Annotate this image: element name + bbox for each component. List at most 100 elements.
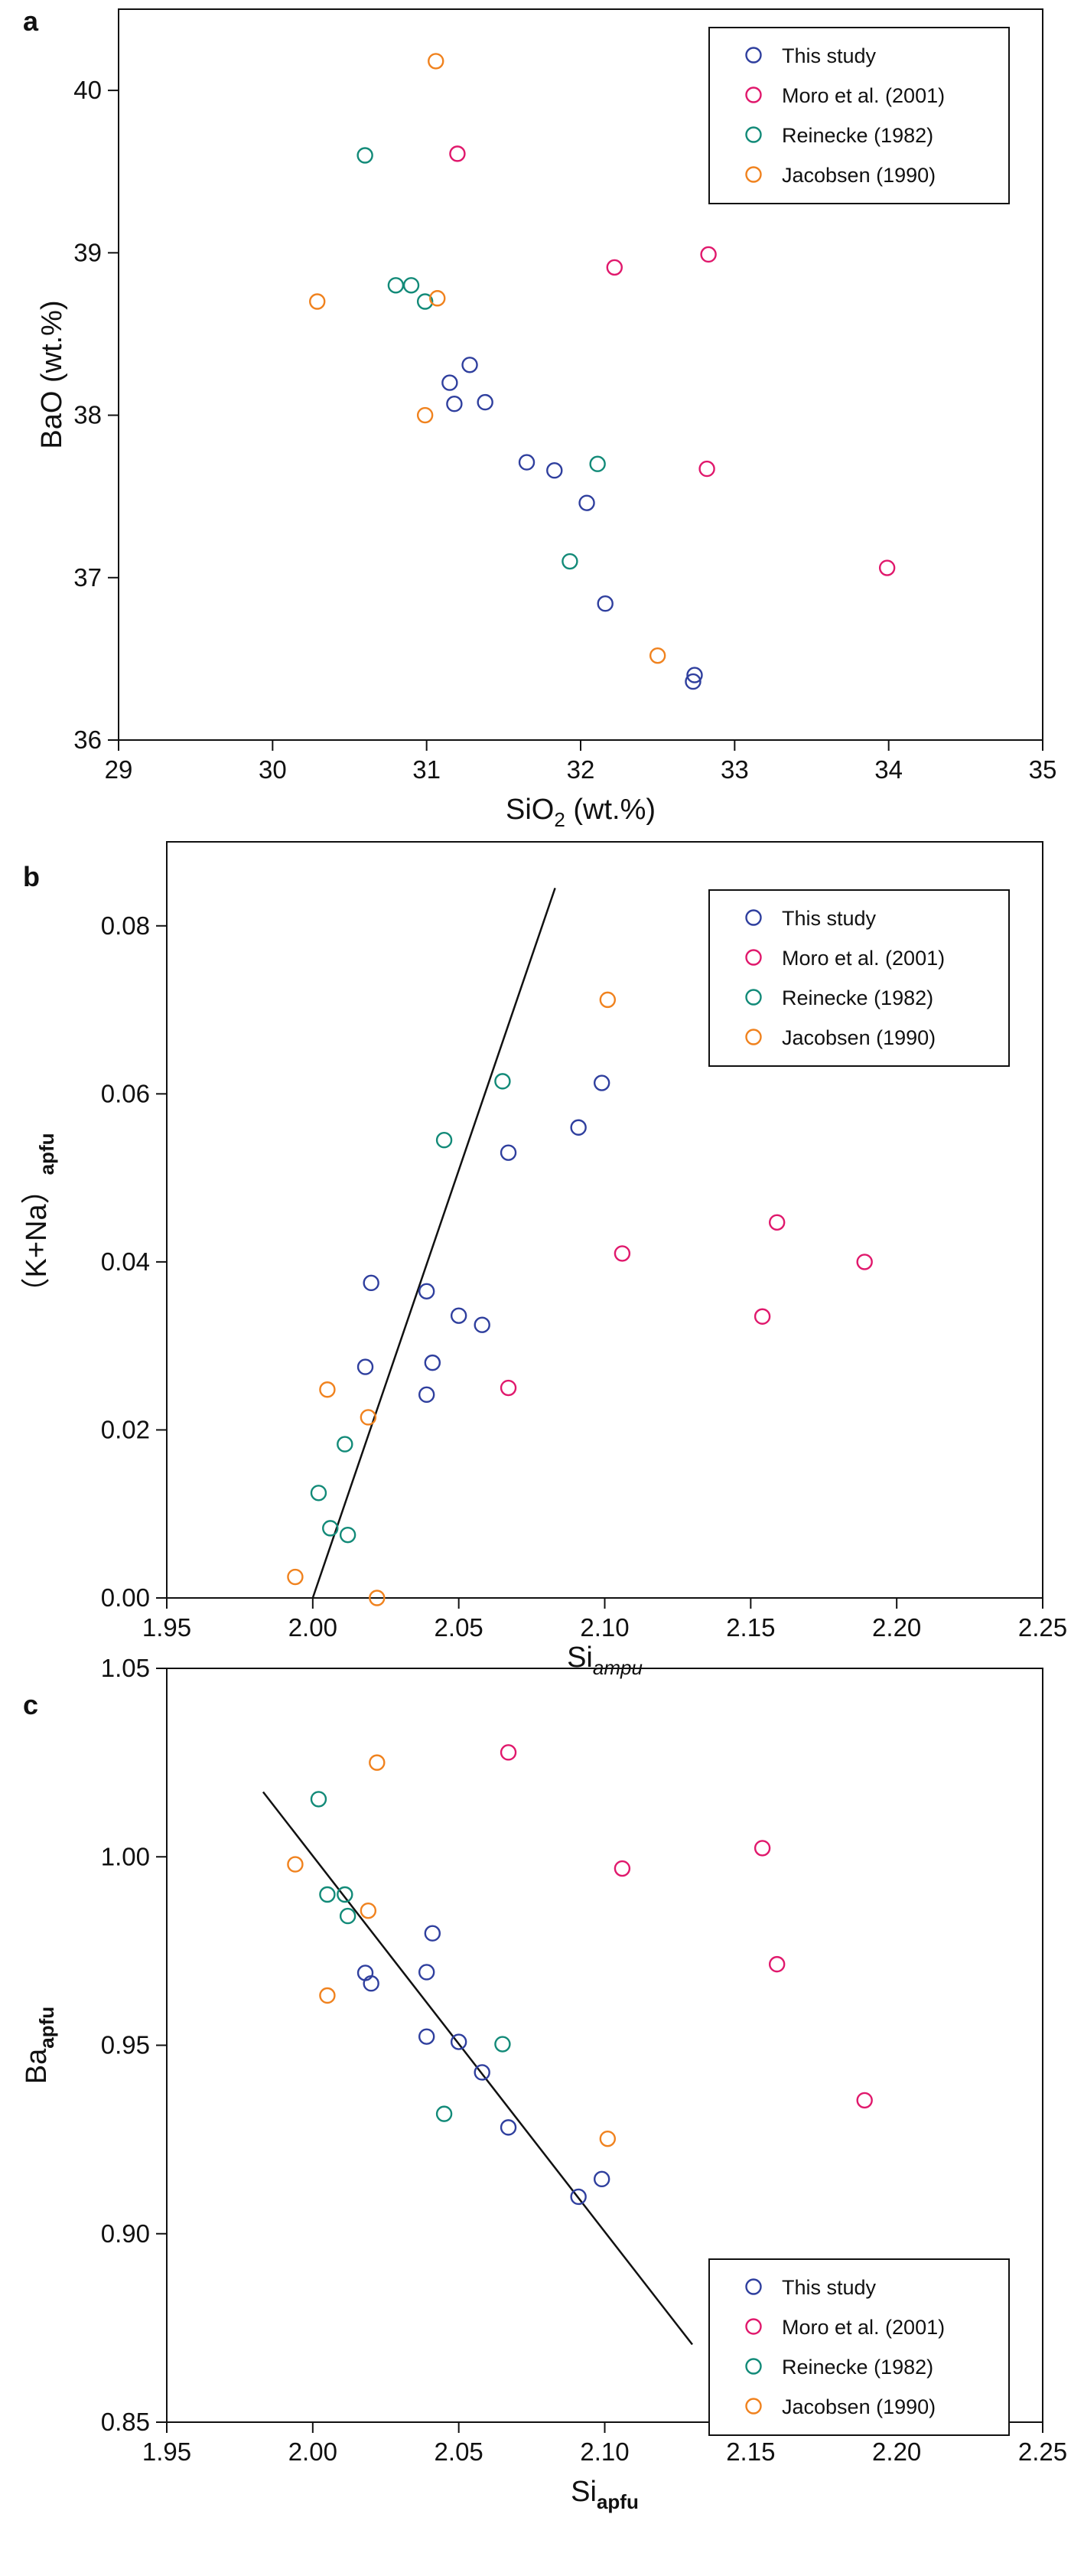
chart-c-point-reinecke-1982 [435,2105,453,2122]
chart-c-x-tick-label: 2.15 [726,2437,775,2466]
chart-b-point-this-study [500,1144,517,1161]
chart-b-point-moro-et-al-2001 [614,1245,631,1262]
chart-b-legend-label: This study [782,907,877,930]
chart-b-point-reinecke-1982 [337,1436,353,1453]
chart-c-point-this-study [450,2033,467,2050]
chart-c-point-this-study [500,2119,517,2136]
chart-b-x-tick-label: 2.05 [435,1613,483,1642]
chart-a-y-tick-label: 36 [73,726,102,754]
chart-a-point-moro-et-al-2001 [449,145,466,162]
chart-c-legend-label: Moro et al. (2001) [782,2316,945,2339]
chart-b-y-axis-label-sub: apfu [35,1133,58,1175]
chart-b-trend-line [311,887,556,1599]
chart-c-point-reinecke-1982 [339,1907,356,1925]
chart-b-y-axis-label: （K+Na）apfu [21,1133,58,1306]
chart-a-point-jacobsen-1990 [416,406,434,424]
chart-c-point-this-study [418,2028,435,2045]
chart-a-point-reinecke-1982 [402,277,420,294]
chart-b-y-tick-label: 0.04 [101,1247,150,1276]
chart-a-legend-marker [745,47,762,64]
chart-c-x-tick-label: 2.05 [435,2437,483,2466]
chart-a-y-tick-label: 40 [73,76,102,104]
chart-c-legend-label: Reinecke (1982) [782,2356,933,2379]
chart-a-legend-label: This study [782,44,877,67]
chart-a-point-jacobsen-1990 [428,53,444,70]
chart-a-point-reinecke-1982 [416,293,434,310]
chart-b-point-moro-et-al-2001 [754,1308,771,1325]
chart-b-point-this-study [593,1074,610,1091]
chart-b-legend-marker [745,1029,762,1045]
chart-b-point-this-study [474,1316,490,1333]
chart-a-point-this-study [686,667,703,683]
chart-c-x-tick-label: 2.00 [288,2437,337,2466]
chart-c-point-this-study [593,2170,610,2188]
chart-a-point-this-study [461,357,478,373]
chart-b-point-reinecke-1982 [339,1526,356,1544]
chart-b-x-tick-label: 2.10 [580,1613,629,1642]
chart-a-point-moro-et-al-2001 [698,460,715,478]
chart-c-x-tick-label: 1.95 [142,2437,191,2466]
chart-b-x-tick-label: 1.95 [142,1613,191,1642]
chart-c-point-this-study [363,1975,379,1992]
chart-a-y-axis-label-main: BaO (wt.%) [36,300,68,448]
chart-a-x-tick-label: 29 [105,755,133,784]
chart-a-point-moro-et-al-2001 [700,246,717,263]
chart-a-point-moro-et-al-2001 [878,559,896,576]
chart-a-x-axis-label: SiO2 (wt.%) [506,794,656,831]
chart-b-point-reinecke-1982 [435,1132,453,1149]
chart-c-y-tick-label: 1.00 [101,1842,150,1870]
chart-a-legend-box [708,27,1010,204]
chart-c-y-axis-label-main: Ba [21,2048,53,2084]
chart-c-point-moro-et-al-2001 [500,1744,517,1761]
chart-c-point-moro-et-al-2001 [768,1955,786,1973]
chart-c-x-axis-label-main: Si [571,2476,597,2508]
chart-c-legend: This study Moro et al. (2001) Reinecke (19… [708,2258,1010,2436]
chart-a-point-this-study [685,673,702,690]
chart-a-x-tick-label: 33 [721,755,749,784]
chart-b-legend-marker [745,909,762,926]
chart-a-x-axis-label-sub: 2 [554,808,565,831]
chart-b-point-this-study [570,1119,587,1136]
chart-b-y-tick-label: 0.08 [101,911,150,940]
chart-c-y-tick-label: 0.85 [101,2408,150,2436]
chart-a-point-reinecke-1982 [589,455,606,472]
chart-a-x-tick-label: 32 [567,755,595,784]
chart-b-x-tick-label: 2.15 [726,1613,775,1642]
chart-c-legend-label: This study [782,2276,877,2299]
chart-a-y-axis-label: BaO (wt.%) [36,300,68,448]
chart-a-point-jacobsen-1990 [309,293,326,310]
chart-c-point-reinecke-1982 [494,2036,511,2053]
chart-c-point-this-study [570,2188,587,2206]
chart-a-x-tick-label: 31 [412,755,441,784]
chart-a-legend-marker [745,126,762,143]
chart-c-point-jacobsen-1990 [599,2130,617,2147]
chart-a-point-jacobsen-1990 [649,647,666,664]
chart-b-legend-marker [745,989,762,1006]
chart-b-legend-label: Moro et al. (2001) [782,947,945,970]
chart-b-point-this-study [424,1354,441,1371]
chart-c-point-this-study [474,2064,490,2081]
chart-c-point-reinecke-1982 [310,1791,327,1808]
chart-c-legend-box [708,2258,1010,2436]
chart-a-point-jacobsen-1990 [429,290,446,307]
chart-c-x-tick-label: 2.20 [872,2437,921,2466]
chart-b-y-tick-label: 0.02 [101,1415,150,1443]
chart-a-y-tick-label: 37 [73,563,102,592]
chart-c-y-tick-label: 0.95 [101,2031,150,2059]
chart-a-point-reinecke-1982 [356,147,373,164]
chart-a-legend-label: Moro et al. (2001) [782,84,945,107]
chart-c-point-reinecke-1982 [319,1886,336,1903]
chart-c-point-this-study [418,1964,435,1981]
chart-a-x-axis-label-main: SiO [506,794,554,826]
chart-b-point-this-study [356,1358,374,1375]
chart-a-point-reinecke-1982 [387,277,405,294]
chart-b-point-jacobsen-1990 [369,1590,386,1606]
chart-b-point-reinecke-1982 [310,1485,327,1502]
chart-b-legend: This study Moro et al. (2001) Reinecke (19… [708,889,1010,1067]
chart-a-legend-marker [745,166,762,183]
chart-c-y-axis-label-sub: apfu [35,2007,58,2049]
chart-b-legend-label: Reinecke (1982) [782,986,933,1009]
chart-b-legend-marker [745,949,762,966]
chart-b-legend-box [708,889,1010,1067]
